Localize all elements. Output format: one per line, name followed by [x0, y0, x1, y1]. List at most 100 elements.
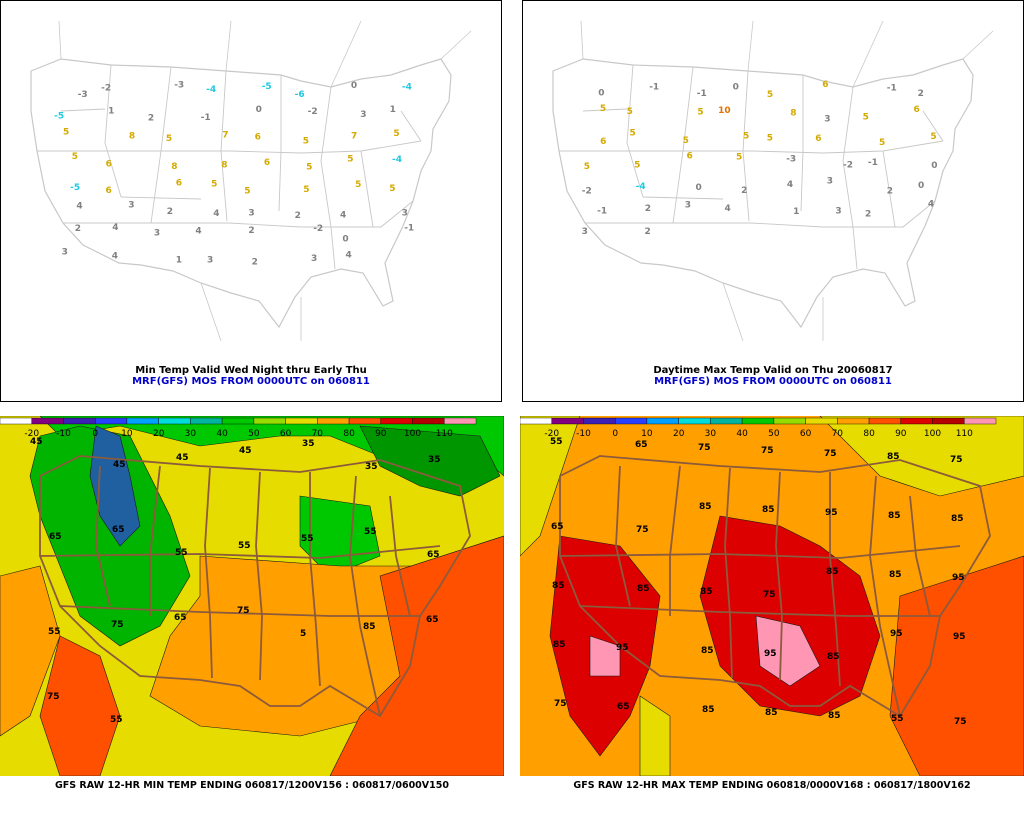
scale-tick-label: 10 — [121, 429, 133, 439]
scale-tick-label: 20 — [153, 429, 165, 439]
field-redorange-se — [329, 535, 504, 776]
station-value: 2 — [645, 204, 651, 214]
station-value: 5 — [683, 136, 689, 146]
state-boundaries — [30, 58, 452, 329]
station-value: -1 — [697, 89, 707, 99]
station-value: 3 — [402, 208, 408, 218]
min-temp-caption: Min Temp Valid Wed Night thru Early Thu — [135, 365, 367, 376]
station-value: 0 — [733, 83, 739, 93]
station-value: 5 — [347, 155, 353, 165]
field-red-plains — [699, 515, 881, 717]
station-value: 3 — [128, 200, 134, 210]
state-line — [95, 465, 213, 679]
station-value: 1 — [390, 105, 396, 115]
scale-tick-label: 110 — [956, 429, 973, 439]
contour-label: 95 — [890, 629, 903, 639]
scale-tick-label: 40 — [736, 429, 748, 439]
contour-label: 85 — [363, 622, 376, 632]
station-value: 5 — [389, 184, 395, 194]
scale-swatch — [158, 417, 191, 425]
state-line — [63, 222, 302, 228]
station-value: 3 — [835, 207, 841, 217]
contour-label: 95 — [764, 649, 777, 659]
station-value: 4 — [112, 251, 118, 261]
scale-tick-label: -10 — [576, 429, 591, 439]
station-value: 8 — [129, 131, 135, 141]
station-value: 5 — [211, 180, 217, 190]
station-value: 5 — [355, 180, 361, 190]
station-value: 10 — [718, 106, 731, 116]
scale-swatch — [221, 417, 255, 425]
contour-label: 75 — [698, 443, 711, 453]
station-value: 5 — [767, 90, 773, 100]
gfs-min-temp-panel: 45 45 45 45 35 35 35 65 65 55 55 55 55 65 55 75 65 75 5 85 6… — [0, 416, 504, 819]
station-value: 5 — [879, 138, 885, 148]
contour-label: 75 — [111, 620, 124, 630]
station-value: 6 — [687, 152, 693, 162]
station-value: 6 — [822, 80, 828, 90]
state-line — [278, 75, 282, 212]
station-value: 7 — [222, 130, 228, 140]
state-line — [842, 86, 858, 270]
station-value: 2 — [887, 186, 893, 196]
station-value: -4 — [636, 182, 646, 192]
station-value: -3 — [78, 90, 88, 100]
station-value: 4 — [725, 204, 731, 214]
state-line — [559, 150, 824, 154]
scale-tick-label: 40 — [216, 429, 228, 439]
station-value: -2 — [101, 84, 111, 94]
scale-tick-label: 90 — [375, 429, 387, 439]
station-value: 3 — [360, 110, 366, 120]
contour-label: 85 — [699, 502, 712, 512]
contour-label: 65 — [551, 522, 564, 532]
max-temp-mos-panel: 0 -1 -1 0 5 6 -1 2 5 5 5 10 8 3 5 6 6 5 5 5 5 6 5 5 5 5 6 5 -3 -2 -1 0-… — [522, 0, 1024, 402]
station-value: 5 — [736, 153, 742, 163]
station-value: 4 — [112, 223, 118, 233]
scale-tick-label: 110 — [436, 429, 453, 439]
station-value: 3 — [827, 177, 833, 187]
contour-label: 85 — [553, 640, 566, 650]
station-value: 0 — [342, 234, 348, 244]
station-value: 5 — [634, 161, 640, 171]
contour-label: 85 — [889, 570, 902, 580]
state-boundaries — [559, 455, 991, 718]
border-hint — [580, 20, 994, 342]
contour-label: 75 — [554, 699, 567, 709]
contour-label: 95 — [825, 508, 838, 518]
station-value: -3 — [174, 81, 184, 91]
scale-swatch — [932, 417, 965, 425]
station-value: 2 — [167, 207, 173, 217]
station-value: 5 — [697, 108, 703, 118]
station-value: 6 — [176, 179, 182, 189]
state-line — [160, 66, 172, 152]
scale-tick-label: 30 — [185, 429, 197, 439]
state-boundaries — [552, 58, 974, 329]
station-value: -4 — [392, 155, 402, 165]
station-value: 5 — [393, 129, 399, 139]
station-value: 5 — [244, 186, 250, 196]
state-line — [922, 110, 944, 142]
scale-tick-label: -20 — [544, 429, 559, 439]
scale-swatch — [317, 417, 350, 425]
station-value: 4 — [928, 199, 934, 209]
contour-label: 85 — [765, 708, 778, 718]
station-value: 8 — [790, 109, 796, 119]
contour-label: 55 — [110, 715, 123, 725]
scale-swatch — [380, 417, 413, 425]
country-outline — [552, 58, 974, 329]
scale-swatch — [900, 417, 933, 425]
station-value: 2 — [865, 210, 871, 220]
contour-label: 75 — [954, 717, 967, 727]
state-line — [301, 200, 414, 228]
min-temp-mos-map: -3-2 -3 -4 -5-60 -4-512 -10 -2 315 8 5 7 6 5 7 556 8 8 6 5… — [1, 1, 501, 401]
scale-tick-label: 100 — [404, 429, 421, 439]
station-value: -2 — [308, 107, 318, 117]
station-value: 5 — [303, 185, 309, 195]
station-value: 0 — [918, 181, 924, 191]
scale-swatch — [190, 417, 223, 425]
state-line — [255, 471, 321, 687]
station-value: -6 — [295, 90, 305, 100]
scale-swatch — [31, 417, 64, 425]
station-value: 5 — [930, 132, 936, 142]
